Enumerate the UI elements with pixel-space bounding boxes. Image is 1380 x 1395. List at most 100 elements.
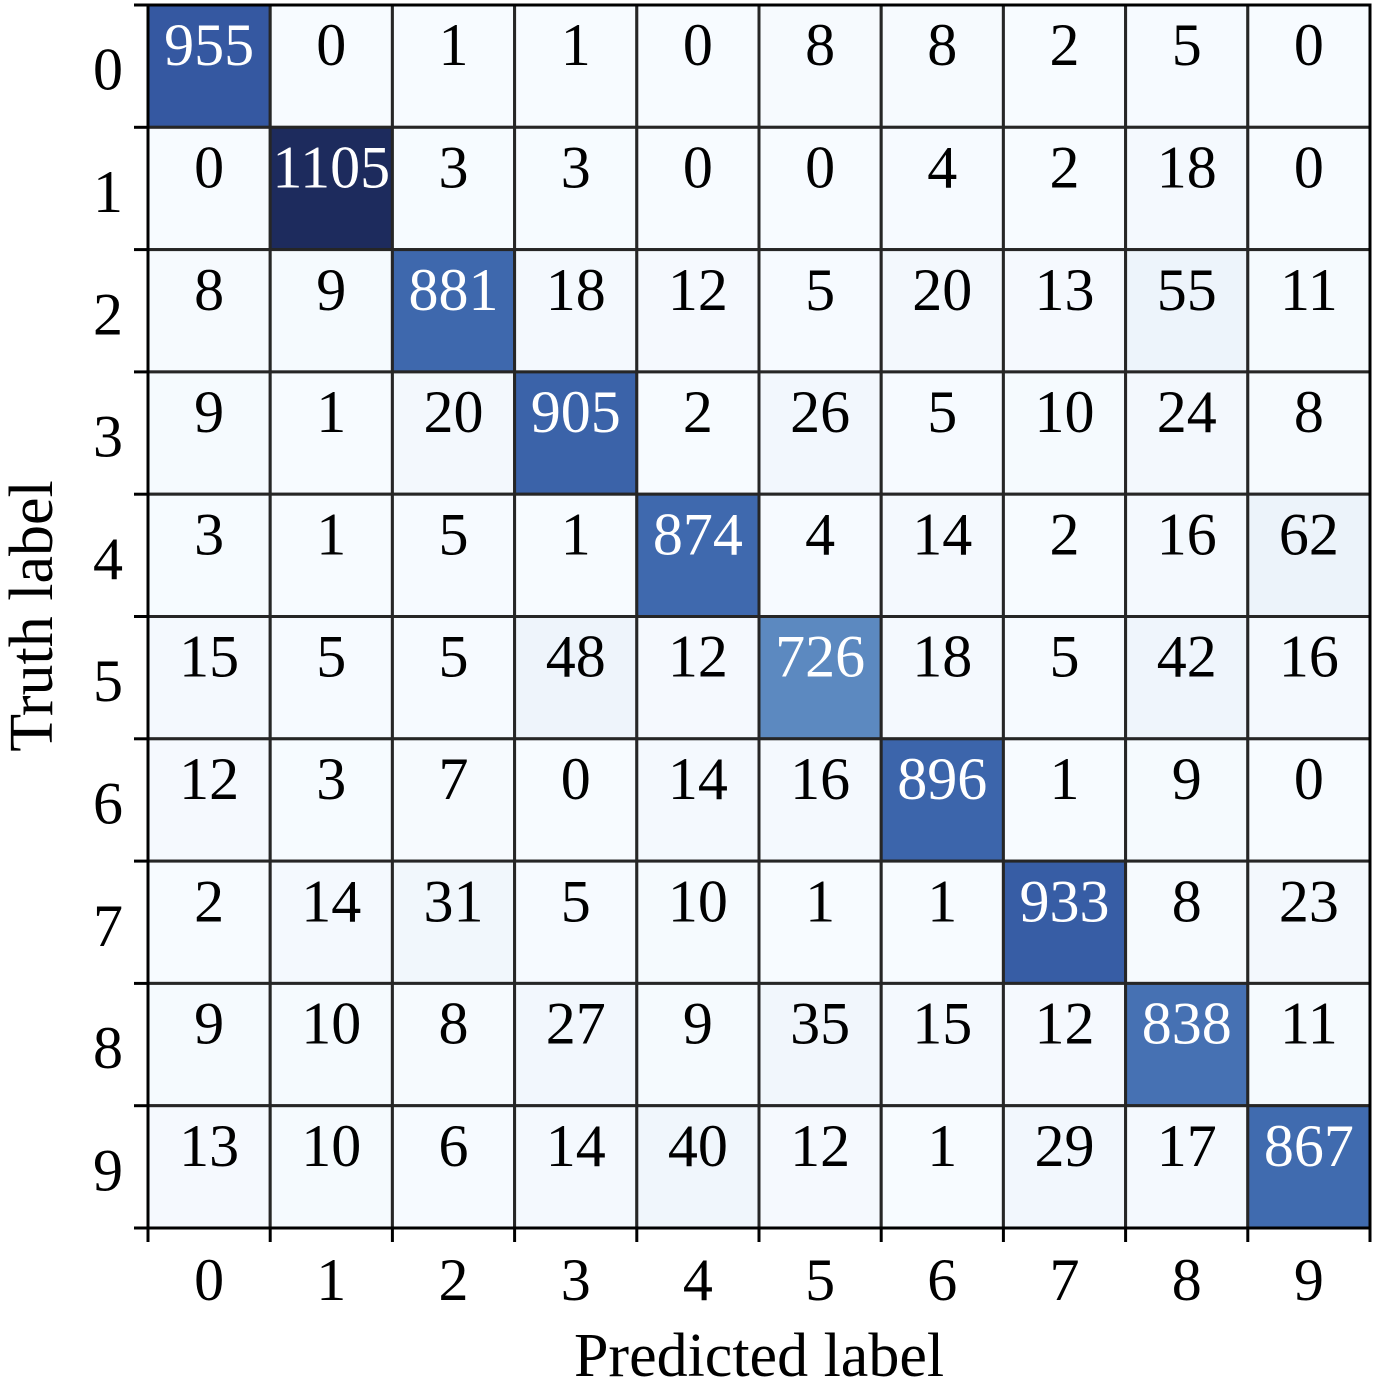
x-tick-label: 7 [1050, 1247, 1080, 1313]
cell-value-label: 874 [653, 501, 743, 567]
cell-value-label: 1 [316, 501, 346, 567]
cell-value-label: 27 [546, 991, 606, 1057]
cell-value-label: 9 [683, 991, 713, 1057]
y-tick-label: 3 [93, 404, 123, 470]
cell-value-label: 14 [912, 501, 972, 567]
cell-value-label: 3 [439, 135, 469, 201]
heatmap-cell [757, 859, 883, 985]
x-tick-label: 3 [561, 1247, 591, 1313]
heatmap-cell [146, 737, 272, 863]
heatmap-cell [268, 492, 394, 619]
cell-value-label: 14 [546, 1113, 606, 1179]
cell-value-label: 955 [164, 12, 254, 78]
cell-value-label: 8 [805, 12, 835, 78]
heatmap-cell [513, 859, 639, 985]
heatmap-cell [1001, 3, 1128, 129]
heatmap-cell [1001, 859, 1128, 985]
cell-value-label: 838 [1142, 991, 1232, 1057]
cell-value-label: 62 [1279, 501, 1339, 567]
heatmap-cell [757, 125, 883, 252]
cell-value-label: 5 [439, 501, 469, 567]
cell-value-label: 13 [179, 1113, 239, 1179]
heatmap-cell [757, 492, 883, 619]
cell-value-label: 905 [531, 379, 621, 445]
heatmap-cell [1246, 370, 1372, 496]
cell-value-label: 1 [561, 501, 591, 567]
heatmap-cell [1124, 492, 1250, 619]
heatmap-cell [1124, 615, 1250, 741]
heatmap-cell [879, 125, 1005, 252]
heatmap-cell [757, 370, 883, 496]
cell-value-label: 55 [1157, 257, 1217, 323]
cell-value-label: 17 [1157, 1113, 1217, 1179]
heatmap-cell [635, 981, 761, 1108]
cell-value-label: 4 [805, 501, 835, 567]
heatmap-cell [1124, 1104, 1250, 1230]
cell-value-label: 8 [927, 12, 957, 78]
heatmap-cell [390, 492, 517, 619]
cell-value-label: 1 [1050, 746, 1080, 812]
cell-value-label: 9 [316, 257, 346, 323]
x-tick-label: 4 [683, 1247, 713, 1313]
cell-value-label: 4 [927, 135, 957, 201]
cell-value-label: 3 [194, 501, 224, 567]
heatmap-cell [635, 859, 761, 985]
cell-value-label: 8 [194, 257, 224, 323]
cell-value-label: 9 [194, 991, 224, 1057]
cell-value-label: 5 [805, 257, 835, 323]
heatmap-cell [757, 737, 883, 863]
cell-value-label: 12 [179, 746, 239, 812]
heatmap-cell [390, 859, 517, 985]
cell-value-label: 12 [1035, 991, 1095, 1057]
heatmap-cell [1124, 981, 1250, 1108]
heatmap-cell [757, 3, 883, 129]
cell-value-label: 16 [1157, 501, 1217, 567]
cell-value-label: 7 [439, 746, 469, 812]
heatmap-cell [1001, 125, 1128, 252]
cell-value-label: 10 [1035, 379, 1095, 445]
heatmap-cell [757, 615, 883, 741]
heatmap-cell [1001, 1104, 1128, 1230]
cell-value-label: 16 [790, 746, 850, 812]
y-tick-label: 0 [93, 37, 123, 103]
x-tick-label: 0 [194, 1247, 224, 1313]
cell-value-label: 23 [1279, 868, 1339, 934]
y-tick-label: 4 [93, 526, 123, 592]
cell-value-label: 2 [1050, 501, 1080, 567]
heatmap-cell [879, 370, 1005, 496]
cell-value-label: 29 [1035, 1113, 1095, 1179]
cell-value-label: 0 [1294, 746, 1324, 812]
cell-value-label: 1 [561, 12, 591, 78]
heatmap-cell [879, 1104, 1005, 1230]
cell-value-label: 15 [179, 624, 239, 690]
heatmap-cell [1246, 492, 1372, 619]
cell-value-label: 5 [1172, 12, 1202, 78]
heatmap-cell [268, 248, 394, 374]
cell-value-label: 5 [927, 379, 957, 445]
cell-value-label: 3 [316, 746, 346, 812]
cell-value-label: 881 [409, 257, 499, 323]
cell-value-label: 6 [439, 1113, 469, 1179]
cell-value-label: 1 [439, 12, 469, 78]
heatmap-cell [879, 981, 1005, 1108]
heatmap-cell [635, 615, 761, 741]
cell-value-label: 20 [424, 379, 484, 445]
cell-value-label: 8 [1172, 868, 1202, 934]
heatmap-cell [1001, 492, 1128, 619]
heatmap-cell [390, 615, 517, 741]
heatmap-cell [1124, 125, 1250, 252]
heatmap-cell [268, 125, 394, 252]
cell-value-label: 16 [1279, 624, 1339, 690]
y-tick-label: 2 [93, 281, 123, 347]
cell-value-label: 9 [1172, 746, 1202, 812]
cell-value-label: 20 [912, 257, 972, 323]
heatmap-cell [1246, 125, 1372, 252]
heatmap-cell [879, 492, 1005, 619]
cell-value-label: 1105 [272, 135, 390, 201]
heatmap-cell [268, 859, 394, 985]
cell-value-label: 1 [927, 868, 957, 934]
cell-value-label: 11 [1280, 991, 1338, 1057]
cell-value-label: 12 [790, 1113, 850, 1179]
cell-value-label: 0 [1294, 135, 1324, 201]
